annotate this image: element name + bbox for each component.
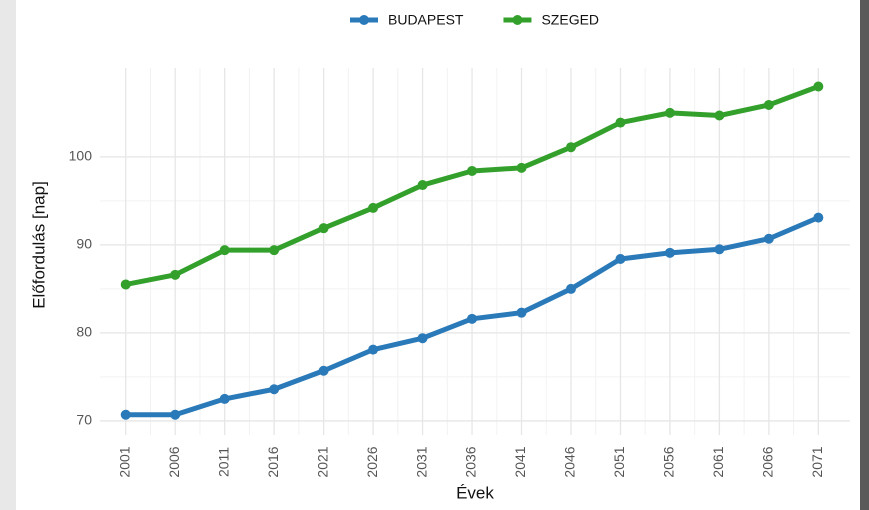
- data-point: [763, 99, 774, 110]
- legend-label: SZEGED: [541, 12, 599, 28]
- legend-label: BUDAPEST: [388, 12, 464, 28]
- data-point: [714, 244, 725, 255]
- y-tick-label: 100: [69, 148, 93, 164]
- data-point: [714, 110, 725, 121]
- x-tick-label: 2051: [611, 446, 627, 477]
- data-point: [318, 223, 329, 234]
- y-tick-label: 80: [76, 324, 92, 340]
- data-point: [120, 279, 131, 290]
- data-point: [664, 107, 675, 118]
- x-tick-label: 2056: [661, 446, 677, 477]
- x-tick-label: 2041: [512, 446, 528, 477]
- frame-left: [0, 0, 16, 510]
- data-point: [120, 409, 131, 420]
- data-point: [813, 212, 824, 223]
- data-point: [219, 393, 230, 404]
- data-point: [565, 142, 576, 153]
- data-point: [269, 245, 280, 256]
- legend-dot: [512, 15, 523, 25]
- data-point: [516, 162, 527, 173]
- frame-right: [860, 0, 869, 510]
- data-point: [170, 409, 181, 420]
- plot: [120, 81, 824, 420]
- y-tick-label: 70: [76, 412, 92, 428]
- x-tick-label: 2061: [710, 446, 726, 477]
- data-point: [615, 117, 626, 128]
- x-tick-label: 2001: [116, 446, 132, 477]
- card: [16, 0, 860, 510]
- legend-dot: [359, 15, 369, 25]
- data-point: [467, 313, 478, 324]
- x-axis-title: Évek: [456, 483, 494, 502]
- x-tick-label: 2046: [562, 446, 578, 477]
- x-tick-label: 2031: [413, 446, 429, 477]
- x-tick-label: 2011: [215, 447, 231, 477]
- x-tick-label: 2036: [463, 446, 479, 477]
- data-point: [813, 81, 824, 92]
- x-tick-label: 2026: [364, 446, 380, 477]
- data-point: [417, 333, 428, 344]
- data-point: [170, 269, 181, 280]
- x-tick-label: 2016: [265, 446, 281, 477]
- x-tick-label: 2021: [314, 446, 330, 477]
- data-point: [219, 245, 230, 256]
- data-point: [615, 253, 626, 264]
- data-point: [417, 180, 428, 191]
- data-point: [565, 283, 576, 294]
- x-tick-label: 2006: [166, 446, 182, 477]
- data-point: [368, 202, 379, 213]
- data-point: [368, 344, 379, 355]
- y-tick-label: 90: [76, 236, 92, 252]
- x-tick-label: 2071: [809, 446, 825, 477]
- x-tick-label: 2066: [760, 446, 776, 477]
- data-point: [467, 165, 478, 176]
- y-axis-title: Előfordulás [nap]: [29, 181, 48, 309]
- data-point: [516, 307, 527, 318]
- data-point: [664, 247, 675, 258]
- data-point: [763, 233, 774, 244]
- data-point: [269, 384, 280, 395]
- data-point: [318, 365, 329, 376]
